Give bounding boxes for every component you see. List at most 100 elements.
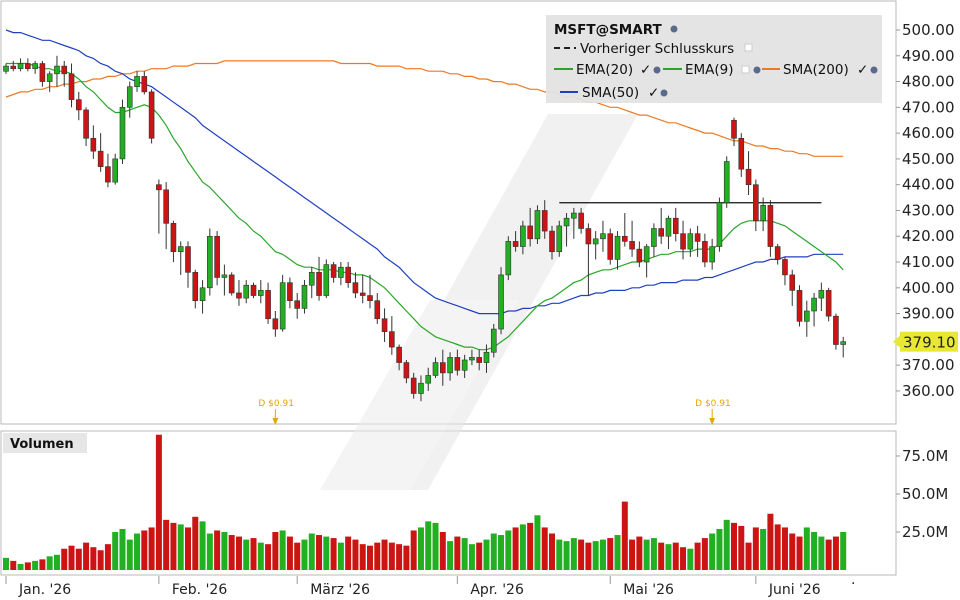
volume-bar[interactable] xyxy=(163,519,170,570)
volume-bar[interactable] xyxy=(279,530,286,570)
candle-body[interactable] xyxy=(651,228,657,247)
volume-bar[interactable] xyxy=(185,527,191,570)
volume-bar[interactable] xyxy=(367,545,373,570)
candle-body[interactable] xyxy=(636,248,643,263)
volume-bar[interactable] xyxy=(723,519,730,570)
candle-body[interactable] xyxy=(723,161,730,204)
candle-body[interactable] xyxy=(432,362,439,376)
legend-symbol-settings-icon[interactable] xyxy=(670,25,678,33)
volume-bar[interactable] xyxy=(170,522,177,570)
candle-body[interactable] xyxy=(672,217,679,234)
candle-body[interactable] xyxy=(236,292,242,299)
candle-body[interactable] xyxy=(76,99,82,111)
candle-body[interactable] xyxy=(83,109,89,139)
candle-body[interactable] xyxy=(840,341,847,345)
candle-body[interactable] xyxy=(410,377,417,394)
candle-body[interactable] xyxy=(170,223,177,253)
volume-bar[interactable] xyxy=(177,524,184,570)
candle-body[interactable] xyxy=(767,205,774,247)
candle-body[interactable] xyxy=(607,233,614,260)
volume-bar[interactable] xyxy=(316,535,323,570)
volume-bar[interactable] xyxy=(578,539,585,570)
volume-bar[interactable] xyxy=(447,541,454,570)
volume-bar[interactable] xyxy=(308,533,315,570)
volume-bar[interactable] xyxy=(141,530,148,570)
legend-prev-close-checkbox[interactable] xyxy=(744,43,753,52)
candle-body[interactable] xyxy=(658,228,665,237)
candle-body[interactable] xyxy=(367,295,373,301)
volume-bar[interactable] xyxy=(425,521,432,570)
volume-bar[interactable] xyxy=(658,542,665,570)
volume-bar[interactable] xyxy=(345,536,352,570)
volume-bar[interactable] xyxy=(250,538,257,570)
legend-ema20-settings-icon[interactable] xyxy=(653,66,661,74)
candle-body[interactable] xyxy=(61,65,68,75)
volume-bar[interactable] xyxy=(825,539,832,570)
candle-body[interactable] xyxy=(563,217,570,227)
candle-body[interactable] xyxy=(185,246,191,273)
candle-body[interactable] xyxy=(32,63,38,69)
legend-sma200-settings-icon[interactable] xyxy=(870,66,878,74)
candle-body[interactable] xyxy=(614,235,621,260)
candle-body[interactable] xyxy=(782,259,788,276)
volume-bar[interactable] xyxy=(410,530,417,570)
candle-body[interactable] xyxy=(534,210,541,240)
volume-bar[interactable] xyxy=(781,527,788,570)
legend-ema9-settings-icon[interactable] xyxy=(753,66,761,74)
volume-bar[interactable] xyxy=(505,530,512,570)
candle-body[interactable] xyxy=(294,300,301,309)
candle-body[interactable] xyxy=(512,241,519,247)
volume-bar[interactable] xyxy=(39,559,46,570)
volume-bar[interactable] xyxy=(796,536,803,570)
volume-bar[interactable] xyxy=(337,542,344,570)
volume-bar[interactable] xyxy=(585,542,592,570)
candle-body[interactable] xyxy=(3,65,9,72)
candle-body[interactable] xyxy=(156,184,162,191)
candle-body[interactable] xyxy=(221,274,228,278)
candle-body[interactable] xyxy=(549,230,555,253)
candle-body[interactable] xyxy=(447,357,453,374)
candle-body[interactable] xyxy=(17,63,24,69)
candle-body[interactable] xyxy=(90,137,97,152)
volume-bar[interactable] xyxy=(228,535,235,570)
volume-bar[interactable] xyxy=(83,542,90,570)
volume-bar[interactable] xyxy=(709,533,716,570)
candle-body[interactable] xyxy=(112,158,118,183)
candle-body[interactable] xyxy=(316,272,322,296)
volume-bar[interactable] xyxy=(46,556,53,570)
candle-body[interactable] xyxy=(811,297,817,312)
volume-bar[interactable] xyxy=(650,538,657,570)
volume-bar[interactable] xyxy=(789,533,796,570)
candle-body[interactable] xyxy=(46,73,53,82)
candle-body[interactable] xyxy=(439,362,446,374)
volume-bar[interactable] xyxy=(10,560,17,570)
volume-bar[interactable] xyxy=(468,544,475,570)
volume-bar[interactable] xyxy=(498,535,505,570)
candle-body[interactable] xyxy=(789,274,796,291)
candle-body[interactable] xyxy=(279,282,286,330)
candle-body[interactable] xyxy=(425,375,432,384)
volume-bar[interactable] xyxy=(636,536,643,570)
candle-body[interactable] xyxy=(738,137,745,170)
volume-bar[interactable] xyxy=(476,542,483,570)
volume-bar[interactable] xyxy=(323,536,330,570)
candle-body[interactable] xyxy=(745,168,752,185)
candle-body[interactable] xyxy=(119,107,126,160)
candle-body[interactable] xyxy=(68,73,75,100)
volume-bar[interactable] xyxy=(235,536,242,570)
candle-body[interactable] xyxy=(287,282,293,301)
volume-bar[interactable] xyxy=(549,533,555,570)
candle-body[interactable] xyxy=(177,246,184,253)
candle-body[interactable] xyxy=(148,91,155,139)
candle-body[interactable] xyxy=(381,318,388,332)
candle-body[interactable] xyxy=(461,359,468,371)
legend-sma50-check-icon[interactable]: ✓ xyxy=(648,85,659,101)
candle-body[interactable] xyxy=(359,292,366,296)
volume-bar[interactable] xyxy=(417,527,424,570)
candle-body[interactable] xyxy=(490,328,497,353)
volume-bar[interactable] xyxy=(286,536,293,570)
candle-body[interactable] xyxy=(469,357,475,361)
volume-bar[interactable] xyxy=(556,539,563,570)
volume-bar[interactable] xyxy=(512,527,519,570)
volume-bar[interactable] xyxy=(541,527,548,570)
